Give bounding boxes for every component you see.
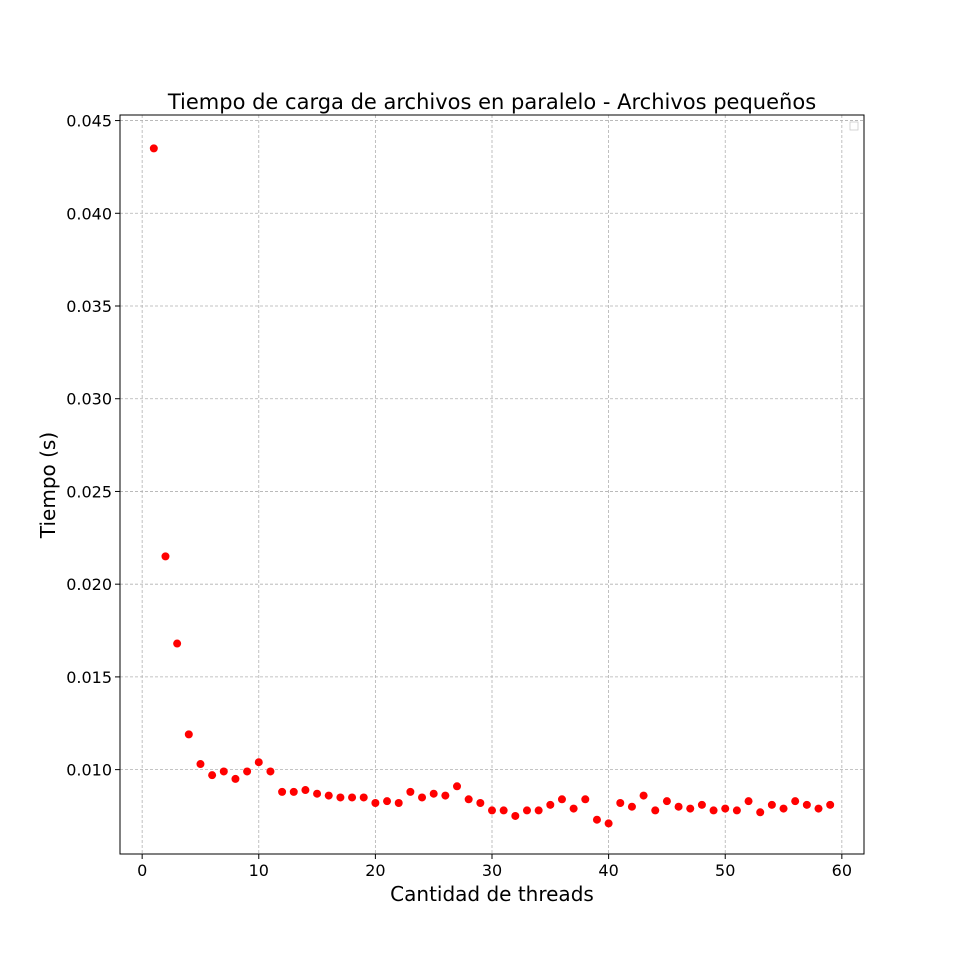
data-point	[476, 799, 485, 808]
data-point	[767, 800, 776, 809]
data-point	[278, 787, 287, 796]
data-point	[488, 806, 496, 815]
x-tick-label: 50	[715, 861, 735, 880]
data-point	[581, 795, 590, 804]
data-point	[196, 760, 205, 769]
data-point	[639, 791, 648, 800]
data-point	[651, 806, 660, 815]
legend-box	[849, 121, 859, 131]
data-points	[149, 144, 835, 828]
data-point	[674, 802, 683, 811]
y-tick-label: 0.020	[66, 575, 112, 594]
y-tick-label: 0.025	[66, 482, 112, 501]
data-point	[161, 552, 170, 561]
data-point	[534, 806, 543, 815]
data-point	[697, 800, 706, 809]
data-point	[499, 806, 508, 815]
data-point	[744, 797, 753, 806]
data-point	[324, 791, 333, 800]
y-tick-label: 0.015	[66, 668, 112, 687]
data-point	[557, 795, 566, 804]
data-point	[721, 804, 730, 813]
data-point	[441, 791, 450, 800]
data-point	[418, 793, 427, 802]
x-tick-label: 60	[832, 861, 852, 880]
data-point	[173, 639, 182, 648]
y-tick-label: 0.030	[66, 390, 112, 409]
data-point	[802, 800, 811, 809]
data-point	[546, 800, 555, 809]
data-point	[254, 758, 263, 767]
y-tick-label: 0.035	[66, 297, 112, 316]
data-point	[662, 797, 671, 806]
y-tick-label: 0.010	[66, 761, 112, 780]
data-point	[522, 806, 531, 815]
x-tick-label: 30	[482, 861, 502, 880]
chart-title: Tiempo de carga de archivos en paralelo …	[167, 90, 816, 114]
y-tick-label: 0.045	[66, 112, 112, 131]
data-point	[231, 774, 240, 783]
data-point	[289, 787, 298, 796]
data-point	[709, 806, 718, 815]
data-point	[616, 799, 625, 808]
x-tick-label: 40	[598, 861, 618, 880]
data-point	[429, 789, 438, 798]
data-point	[826, 800, 835, 809]
data-point	[604, 819, 613, 828]
data-point	[336, 793, 345, 802]
data-point	[406, 787, 415, 796]
data-point	[511, 811, 520, 820]
data-point	[453, 782, 462, 791]
data-point	[348, 793, 357, 802]
data-point	[383, 797, 392, 806]
x-axis-label: Cantidad de threads	[390, 882, 594, 906]
x-tick-label: 0	[137, 861, 147, 880]
data-point	[686, 804, 695, 813]
x-tick-label: 20	[365, 861, 385, 880]
y-tick-label: 0.040	[66, 204, 112, 223]
data-point	[464, 795, 473, 804]
data-point	[394, 799, 403, 808]
data-point	[359, 793, 368, 802]
data-point	[219, 767, 228, 776]
data-point	[149, 144, 158, 153]
data-point	[732, 806, 741, 815]
y-axis: 0.010 0.015 0.020 0.025 0.030 0.035 0.040 0.045	[66, 112, 120, 780]
y-axis-label: Tiempo (s)	[36, 432, 60, 539]
data-point	[266, 767, 275, 776]
data-point	[243, 767, 252, 776]
x-tick-label: 10	[249, 861, 269, 880]
data-point	[569, 804, 578, 813]
x-axis: 0 10 20 30 40 50 60	[137, 854, 852, 880]
data-point	[208, 771, 217, 780]
data-point	[184, 730, 193, 739]
data-point	[301, 786, 310, 795]
data-point	[592, 815, 601, 824]
data-point	[627, 802, 636, 811]
data-point	[371, 799, 380, 808]
data-point	[814, 804, 823, 813]
grid	[120, 115, 864, 854]
data-point	[756, 808, 765, 817]
data-point	[779, 804, 788, 813]
data-point	[313, 789, 322, 798]
data-point	[791, 797, 800, 806]
